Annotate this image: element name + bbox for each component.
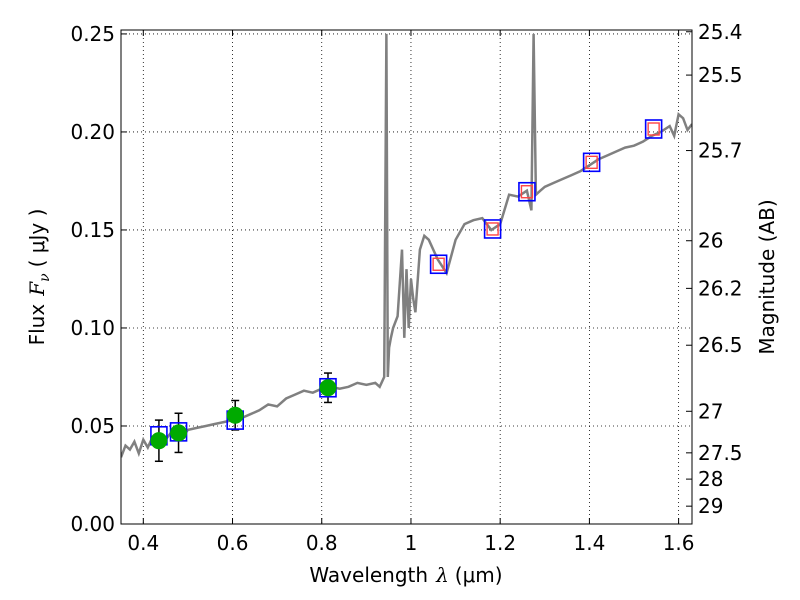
mag-tick-label: 26.2 — [698, 276, 743, 300]
model-square — [429, 254, 448, 275]
y-tick-label: 0.20 — [70, 120, 115, 144]
x-tick-label: 0.6 — [217, 531, 249, 555]
y-tick-label: 0.05 — [70, 414, 115, 438]
x-tick-label: 1 — [405, 531, 418, 555]
plot-frame — [120, 29, 693, 525]
mag-tick-label: 25.4 — [698, 20, 743, 44]
limit-square — [520, 185, 534, 199]
x-tick-label: 1.2 — [484, 531, 516, 555]
mag-tick-label: 27.5 — [698, 441, 743, 465]
mag-tick-label: 25.5 — [698, 63, 743, 87]
limit-square — [486, 222, 499, 236]
model-square — [518, 181, 536, 202]
model-square — [644, 119, 663, 139]
limit-square — [585, 155, 598, 170]
mag-tick-label: 27 — [698, 399, 723, 423]
mag-tick-label: 28 — [698, 467, 723, 491]
spectrum-line-group — [121, 33, 692, 458]
model-square — [582, 152, 601, 173]
y2-axis-title: Magnitude (AB) — [755, 199, 779, 354]
y-tick-label: 0.15 — [70, 218, 115, 242]
observed-point — [226, 406, 244, 424]
mag-tick-label: 25.7 — [698, 139, 743, 163]
x-tick-label: 0.4 — [127, 531, 159, 555]
y-tick-label: 0.00 — [70, 512, 115, 536]
mag-tick-label: 29 — [698, 494, 723, 518]
x-tick-label: 0.8 — [306, 531, 338, 555]
observed-point — [150, 432, 168, 450]
limit-square — [647, 122, 660, 136]
limit-square — [432, 257, 445, 271]
model-square — [483, 219, 502, 239]
observed-point — [319, 379, 337, 397]
y-axis-title: FluxFν( μJy ) — [25, 209, 53, 346]
x-tick-label: 1.4 — [573, 531, 605, 555]
observed-point — [170, 424, 188, 442]
mag-tick-label: 26.5 — [698, 333, 743, 357]
y-tick-label: 0.25 — [70, 22, 115, 46]
marker-group — [150, 119, 663, 450]
x-axis-title: Wavelength λ (μm) — [309, 563, 502, 587]
x-tick-label: 1.6 — [663, 531, 695, 555]
y-tick-label: 0.10 — [70, 316, 115, 340]
tick-group: 0.4 0.6 0.8 1 1.2 1.4 1.6 0.00 0.05 0.10 0.15 0.20 0… — [70, 20, 742, 555]
mag-tick-label: 26 — [698, 229, 723, 253]
spectrum-line — [121, 33, 692, 458]
